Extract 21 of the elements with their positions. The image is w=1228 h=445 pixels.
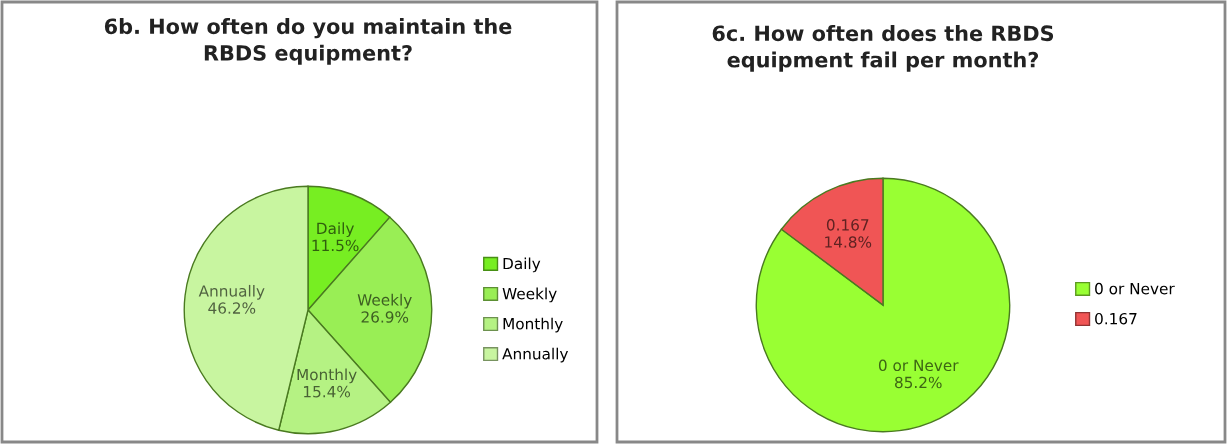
- legend-label: Daily: [503, 257, 541, 273]
- data-label: 46.2%: [208, 302, 256, 314]
- legend-label: 0 or Never: [1095, 282, 1175, 295]
- legend-label: Weekly: [502, 287, 557, 303]
- chart-title: 6b. How often do you maintain the RBDS equipment?: [104, 18, 512, 65]
- legend-label: Annually: [502, 347, 569, 363]
- legend-label: 0.167: [1095, 312, 1137, 325]
- slice-label: Weekly: [357, 293, 412, 309]
- data-label: 11.5%: [312, 239, 359, 252]
- data-label: 85.2%: [895, 376, 942, 389]
- data-label: 15.4%: [304, 385, 351, 398]
- slice-label: Annually: [198, 284, 265, 300]
- legend-label: Monthly: [503, 317, 563, 333]
- data-label: 14.8%: [825, 236, 872, 248]
- slice-label: Daily: [317, 222, 354, 238]
- slice-label: Monthly: [297, 368, 357, 384]
- pie-slice: [755, 177, 1011, 433]
- slice-label: 0 or Never: [878, 359, 959, 372]
- chart-title: 6c. How often does the RBDS equipment fail per month?: [712, 25, 1054, 72]
- data-label: 26.9%: [361, 311, 409, 323]
- slice-label: 0.167: [826, 219, 869, 231]
